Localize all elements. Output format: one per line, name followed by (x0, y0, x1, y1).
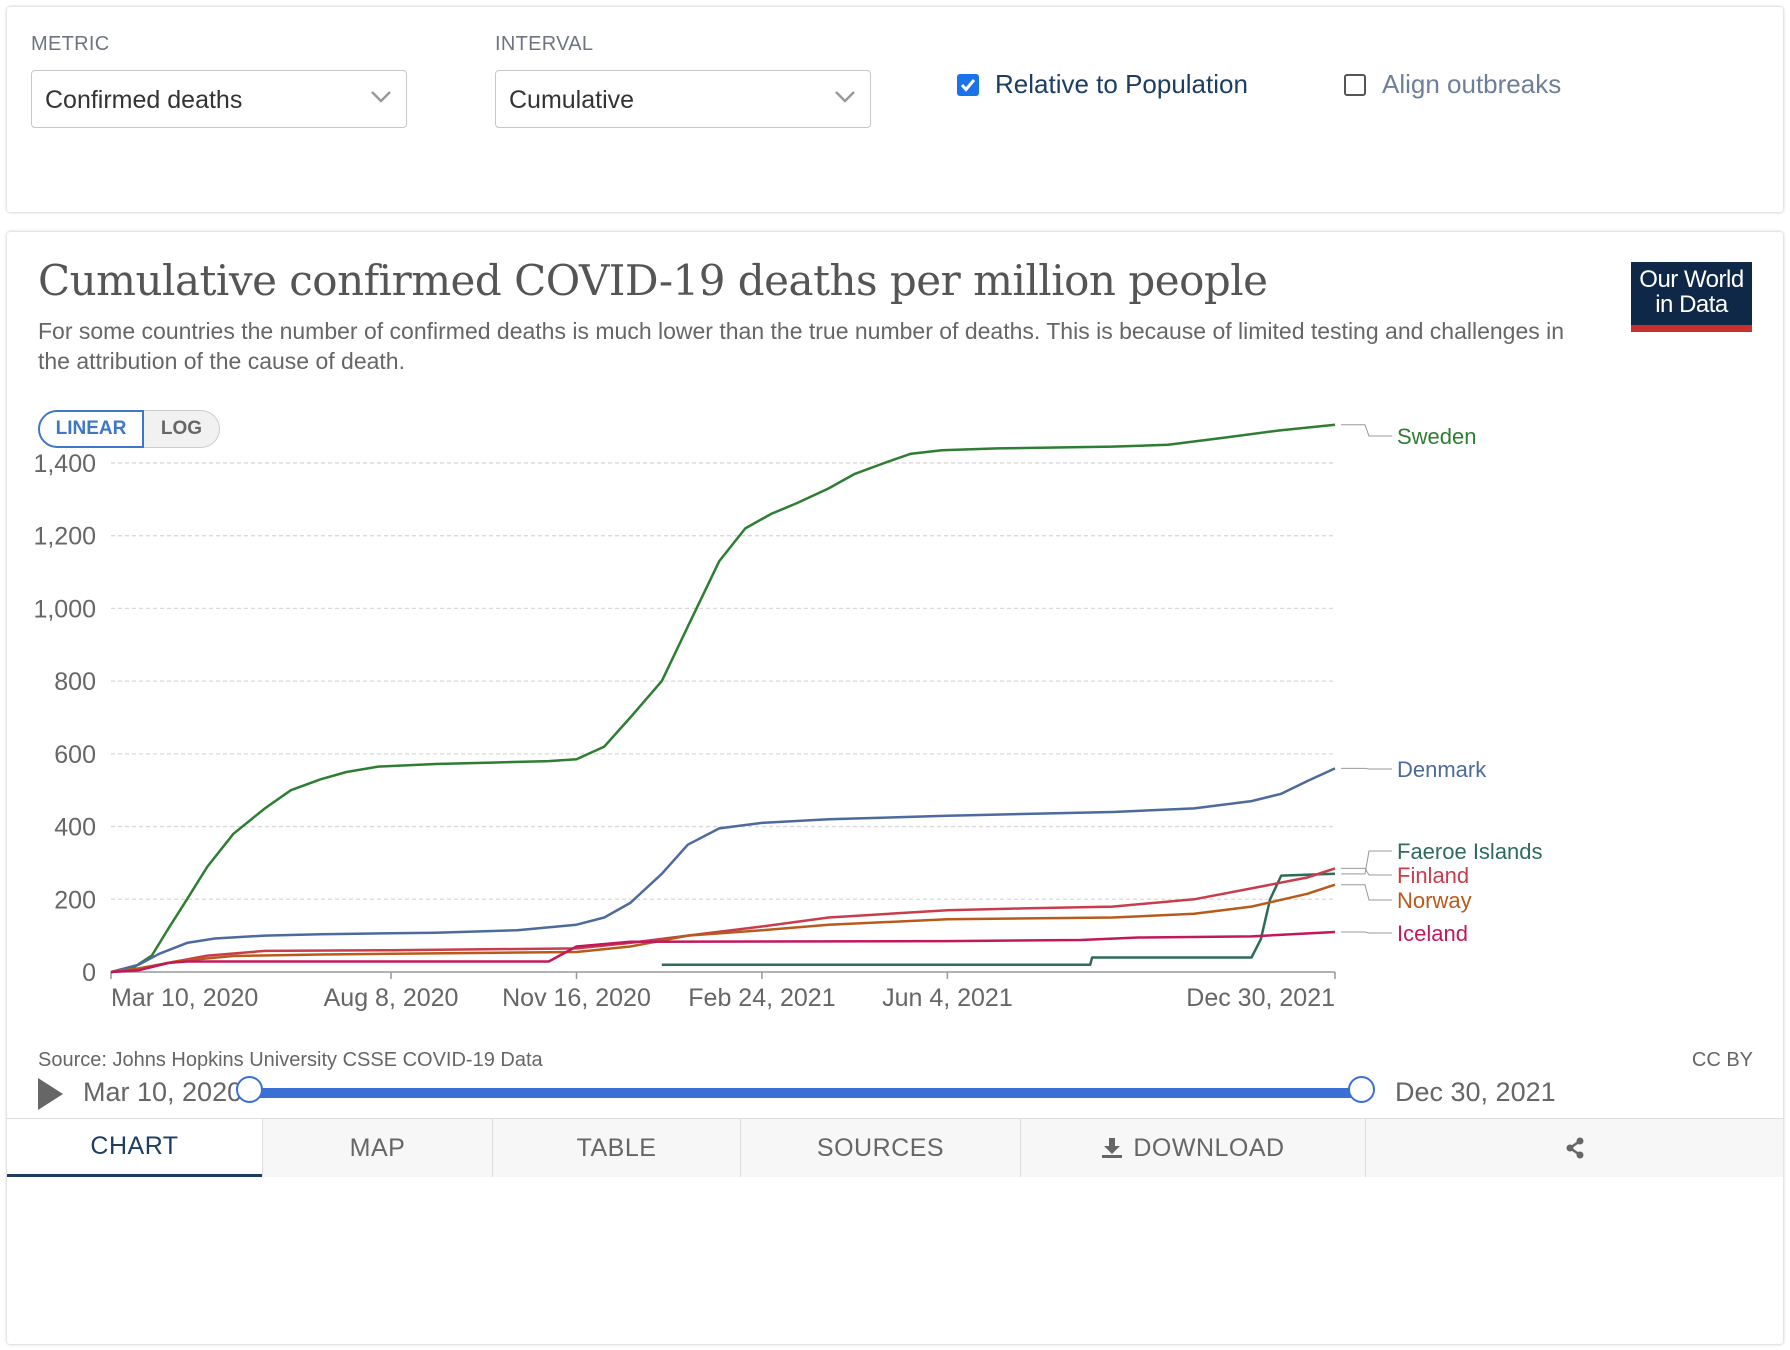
series-label[interactable]: Sweden (1397, 424, 1477, 449)
series-label[interactable]: Finland (1397, 863, 1469, 888)
timeline: Mar 10, 2020 Dec 30, 2021 (7, 232, 1783, 1344)
x-tick-label: Feb 24, 2021 (688, 984, 835, 1012)
series-line-sweden[interactable] (110, 423, 1336, 974)
checkbox-checked-icon[interactable] (957, 73, 979, 96)
line-chart: 0 200 400 600 800 1,000 1,200 1,400 Mar 10, 202… (33, 423, 1543, 1012)
chevron-down-icon (371, 91, 391, 103)
chart-panel: Cumulative confirmed COVID-19 deaths per… (7, 232, 1783, 1344)
chevron-down-icon (835, 91, 855, 103)
series-line-faeroe-islands[interactable] (661, 872, 1336, 966)
x-tick-label: Nov 16, 2020 (502, 984, 651, 1012)
x-tick-label: Jun 4, 2021 (882, 984, 1013, 1012)
log-scale-button[interactable]: LOG (144, 410, 220, 448)
series-label[interactable]: Norway (1397, 888, 1472, 913)
y-tick-label: 1,000 (33, 595, 96, 623)
y-tick-label: 800 (54, 668, 96, 696)
download-icon (1102, 1138, 1123, 1158)
license-label[interactable]: CC BY (1691, 1049, 1753, 1071)
timeline-start-handle[interactable] (236, 1076, 263, 1103)
timeline-end-handle[interactable] (1348, 1076, 1375, 1103)
logo-line-2: in Data (1655, 291, 1728, 318)
tab-map[interactable]: MAP (262, 1119, 492, 1177)
interval-select-value: Cumulative (509, 86, 635, 114)
label-connector (1341, 867, 1392, 876)
relative-to-population-label: Relative to Population (995, 69, 1248, 99)
x-tick-label: Aug 8, 2020 (324, 984, 459, 1012)
label-connector (1341, 884, 1392, 901)
tab-label: DOWNLOAD (1133, 1133, 1285, 1162)
y-tick-label: 600 (54, 741, 96, 769)
tab-label: CHART (90, 1132, 179, 1160)
controls-panel: METRIC Confirmed deaths INTERVAL Cumulat… (7, 7, 1783, 212)
series-label[interactable]: Iceland (1397, 921, 1468, 946)
label-connector (1341, 767, 1392, 770)
tab-label: MAP (349, 1133, 406, 1162)
label-connector (1341, 931, 1392, 934)
y-tick-label: 400 (54, 814, 96, 842)
tab-chart[interactable]: CHART (7, 1119, 262, 1177)
timeline-track[interactable] (250, 1088, 1362, 1098)
tab-label: SOURCES (816, 1133, 945, 1162)
series-line-finland[interactable] (110, 867, 1336, 974)
checkbox-unchecked-icon[interactable] (1344, 73, 1366, 96)
owid-logo[interactable]: Our World in Data (1631, 262, 1752, 332)
linear-scale-button[interactable]: LINEAR (38, 410, 144, 448)
chart-title: Cumulative confirmed COVID-19 deaths per… (38, 256, 1268, 305)
tab-download[interactable]: DOWNLOAD (1020, 1119, 1365, 1177)
tab-label: TABLE (576, 1133, 657, 1162)
relative-to-population-checkbox[interactable]: Relative to Population (957, 69, 1248, 100)
series-label[interactable]: Faeroe Islands (1397, 839, 1543, 864)
tab-share[interactable] (1365, 1119, 1783, 1177)
share-icon (1566, 1137, 1583, 1159)
x-tick-label: Dec 30, 2021 (1186, 984, 1335, 1012)
play-icon[interactable] (38, 1078, 63, 1110)
series-label[interactable]: Denmark (1397, 757, 1487, 782)
y-tick-label: 1,400 (33, 450, 96, 478)
metric-select-value: Confirmed deaths (45, 86, 243, 114)
timeline-end-label: Dec 30, 2021 (1395, 1077, 1556, 1107)
align-outbreaks-label: Align outbreaks (1382, 69, 1562, 99)
interval-select[interactable]: Cumulative (495, 70, 871, 128)
align-outbreaks-checkbox[interactable]: Align outbreaks (1344, 69, 1561, 100)
tab-table[interactable]: TABLE (492, 1119, 740, 1177)
tab-bar: CHART MAP TABLE SOURCES DOWNLOAD (7, 1118, 1783, 1177)
metric-label: METRIC (31, 33, 110, 55)
label-connector (1341, 850, 1392, 875)
label-connector (1341, 424, 1392, 437)
logo-accent-bar (1631, 325, 1752, 332)
y-tick-label: 200 (54, 886, 96, 914)
metric-select[interactable]: Confirmed deaths (31, 70, 407, 128)
series-line-norway[interactable] (110, 883, 1336, 974)
scale-toggle: LINEAR LOG (38, 410, 220, 448)
interval-label: INTERVAL (495, 33, 594, 55)
tab-sources[interactable]: SOURCES (740, 1119, 1020, 1177)
y-tick-label: 0 (82, 959, 96, 987)
chart-subtitle: For some countries the number of confirm… (38, 318, 1565, 374)
chart-source: Source: Johns Hopkins University CSSE CO… (38, 1049, 543, 1071)
x-tick-label: Mar 10, 2020 (111, 984, 258, 1012)
series-line-iceland[interactable] (110, 930, 1336, 974)
series-line-denmark[interactable] (110, 767, 1336, 974)
timeline-start-label: Mar 10, 2020 (83, 1077, 243, 1107)
y-tick-label: 1,200 (33, 523, 96, 551)
logo-line-1: Our World (1639, 266, 1744, 293)
